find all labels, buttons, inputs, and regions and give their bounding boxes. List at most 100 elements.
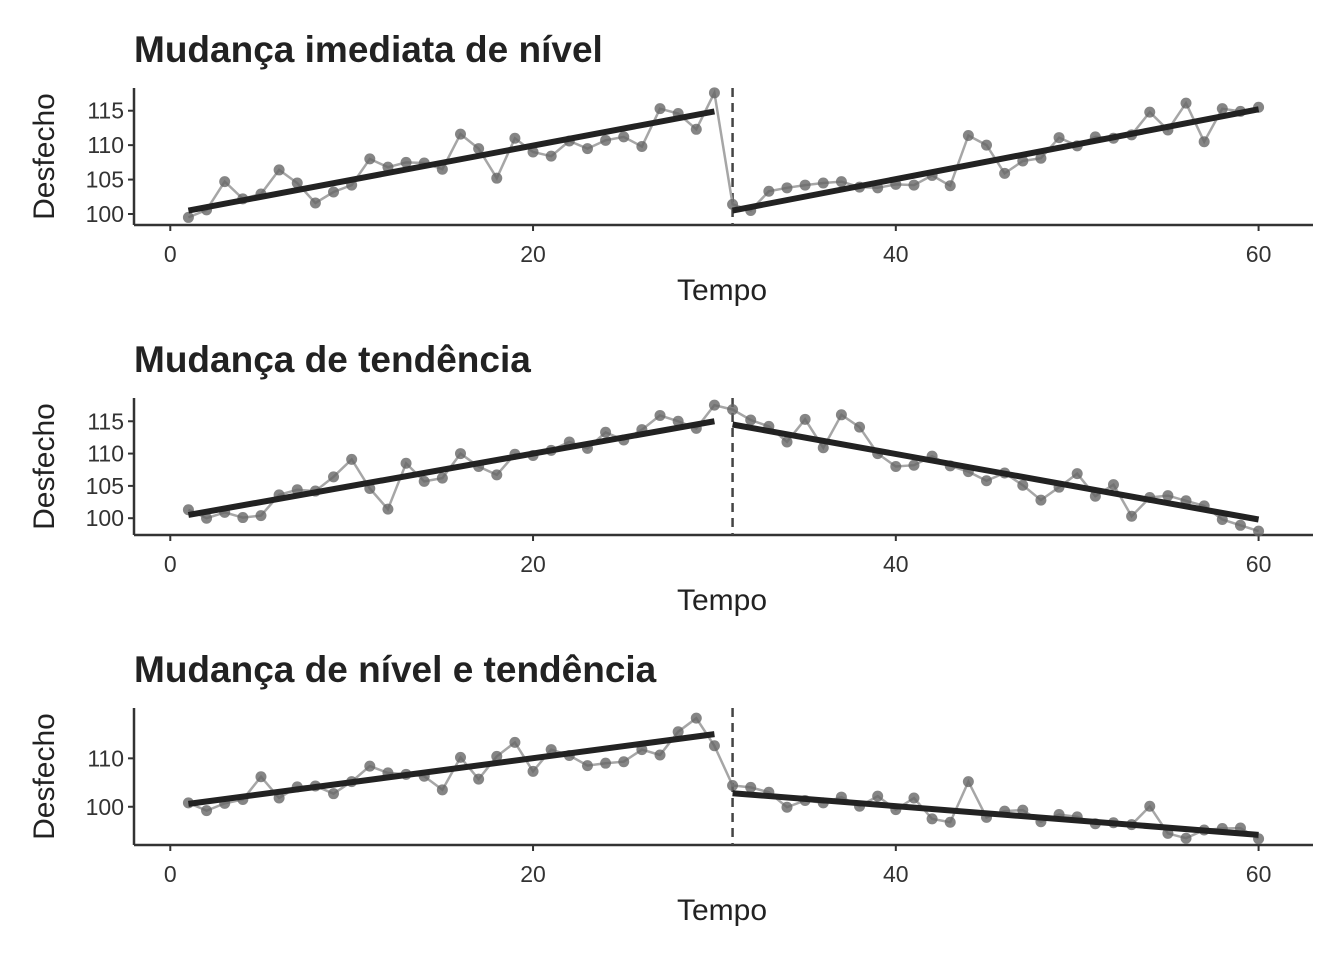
data-point xyxy=(527,765,539,777)
data-point xyxy=(1216,513,1228,525)
data-point xyxy=(745,781,757,793)
data-point xyxy=(781,182,793,194)
x-tick-label: 0 xyxy=(164,241,177,267)
data-point xyxy=(872,790,884,802)
data-point xyxy=(799,179,811,191)
panel-title: Mudança imediata de nível xyxy=(134,29,603,70)
data-point xyxy=(1180,832,1192,844)
panel-1: Mudança imediata de nível 100 105 110 115 0 20… xyxy=(28,29,1313,307)
data-point xyxy=(1053,132,1065,144)
y-tick-label: 110 xyxy=(87,745,124,771)
x-tick-label: 20 xyxy=(520,861,546,887)
data-point xyxy=(309,197,321,209)
data-point xyxy=(817,177,829,189)
panel-3: Mudança de nível e tendência 100 110 0 20 40 6… xyxy=(28,649,1313,927)
panel-title: Mudança de nível e tendência xyxy=(134,649,657,690)
data-point xyxy=(545,150,557,162)
data-point xyxy=(1126,510,1138,522)
data-point xyxy=(491,172,503,184)
data-point xyxy=(509,132,521,144)
x-axis-label: Tempo xyxy=(677,584,767,617)
data-point xyxy=(454,751,466,763)
data-point xyxy=(835,409,847,421)
data-point xyxy=(328,788,340,800)
data-point xyxy=(799,413,811,425)
x-tick-label: 40 xyxy=(883,861,909,887)
data-point xyxy=(600,757,612,769)
data-point xyxy=(328,471,340,483)
data-point xyxy=(708,399,720,411)
data-point xyxy=(1035,152,1047,164)
x-tick-label: 60 xyxy=(1246,551,1272,577)
data-point xyxy=(291,177,303,189)
x-tick-label: 20 xyxy=(520,551,546,577)
data-point xyxy=(491,469,503,481)
data-point xyxy=(527,146,539,158)
panel-title: Mudança de tendência xyxy=(134,339,531,380)
data-point xyxy=(364,153,376,165)
data-point xyxy=(690,712,702,724)
data-point xyxy=(454,128,466,140)
trend-line-post xyxy=(732,790,1259,838)
data-point xyxy=(618,131,630,143)
data-point xyxy=(400,457,412,469)
trend-line-post xyxy=(732,421,1260,523)
data-point xyxy=(1234,519,1246,531)
y-axis-label: Desfecho xyxy=(28,403,61,530)
data-point xyxy=(727,404,739,416)
data-point xyxy=(454,448,466,460)
y-tick-label: 115 xyxy=(87,98,124,124)
data-point xyxy=(1017,804,1029,816)
data-point xyxy=(781,436,793,448)
data-point xyxy=(672,726,684,738)
data-point xyxy=(654,103,666,115)
data-point xyxy=(1216,103,1228,115)
y-tick-label: 100 xyxy=(86,201,124,227)
data-point xyxy=(908,459,920,471)
data-point xyxy=(182,211,194,223)
data-point xyxy=(237,512,249,524)
x-tick-label: 0 xyxy=(164,551,177,577)
data-point xyxy=(854,421,866,433)
x-tick-label: 60 xyxy=(1246,241,1272,267)
data-point xyxy=(781,801,793,813)
data-point xyxy=(962,776,974,788)
data-point xyxy=(1107,479,1119,491)
trend-line-pre xyxy=(187,108,715,214)
data-point xyxy=(600,134,612,146)
data-point xyxy=(581,143,593,155)
data-point xyxy=(219,176,231,188)
data-point xyxy=(346,453,358,465)
x-tick-label: 20 xyxy=(520,241,546,267)
data-point xyxy=(201,805,213,817)
data-point xyxy=(418,475,430,487)
data-point xyxy=(745,414,757,426)
y-tick-label: 100 xyxy=(86,794,124,820)
data-point xyxy=(1144,106,1156,118)
data-point xyxy=(1035,494,1047,506)
data-point xyxy=(436,163,448,175)
data-point xyxy=(473,773,485,785)
data-point xyxy=(908,792,920,804)
trend-line-pre xyxy=(187,418,715,518)
x-tick-label: 0 xyxy=(164,861,177,887)
x-axis-label: Tempo xyxy=(677,274,767,307)
y-tick-label: 110 xyxy=(87,441,124,467)
data-point xyxy=(835,176,847,188)
data-point xyxy=(1017,479,1029,491)
data-point xyxy=(255,771,267,783)
data-point xyxy=(708,740,720,752)
y-tick-label: 115 xyxy=(87,408,124,434)
y-tick-label: 105 xyxy=(86,167,124,193)
data-point xyxy=(981,475,993,487)
data-point xyxy=(273,792,285,804)
data-point xyxy=(727,779,739,791)
data-point xyxy=(328,186,340,198)
x-tick-label: 60 xyxy=(1246,861,1272,887)
data-point xyxy=(618,756,630,768)
data-point xyxy=(1071,468,1083,480)
data-point xyxy=(491,750,503,762)
data-point xyxy=(708,87,720,99)
data-point xyxy=(255,510,267,522)
